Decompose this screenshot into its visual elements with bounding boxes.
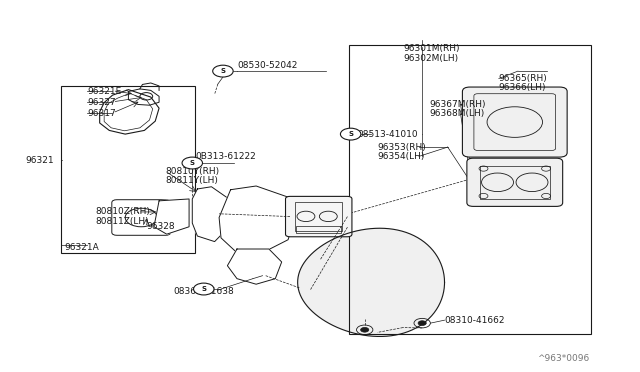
Circle shape	[193, 283, 214, 295]
FancyBboxPatch shape	[285, 196, 352, 237]
Polygon shape	[219, 186, 296, 253]
Circle shape	[212, 65, 233, 77]
Text: 96321E: 96321E	[87, 87, 121, 96]
Text: 08310-41662: 08310-41662	[445, 316, 505, 325]
Text: S: S	[190, 160, 195, 166]
Polygon shape	[227, 249, 282, 284]
Bar	[61, 86, 195, 253]
Text: S: S	[220, 68, 225, 74]
Text: 96317: 96317	[87, 109, 116, 118]
Circle shape	[182, 157, 202, 169]
Circle shape	[418, 321, 426, 326]
Text: 80810Z(RH): 80810Z(RH)	[95, 208, 150, 217]
Text: 96368M(LH): 96368M(LH)	[430, 109, 485, 118]
Polygon shape	[298, 228, 445, 337]
FancyBboxPatch shape	[463, 87, 567, 157]
Text: 96353(RH): 96353(RH)	[378, 142, 426, 151]
Text: 08513-41010: 08513-41010	[357, 129, 418, 139]
Text: 96367M(RH): 96367M(RH)	[430, 100, 486, 109]
Text: 96301M(RH): 96301M(RH)	[403, 44, 460, 53]
Text: 96366(LH): 96366(LH)	[499, 83, 547, 92]
Text: 08530-52042: 08530-52042	[237, 61, 298, 70]
Text: S: S	[201, 286, 206, 292]
Polygon shape	[192, 187, 227, 241]
FancyBboxPatch shape	[467, 158, 563, 206]
Polygon shape	[154, 199, 189, 234]
Bar	[295, 202, 342, 231]
Text: 80811Z(LH): 80811Z(LH)	[95, 217, 149, 226]
Circle shape	[340, 128, 361, 140]
Bar	[479, 166, 550, 199]
Text: 96321A: 96321A	[65, 243, 99, 251]
Circle shape	[360, 327, 369, 332]
Text: 96321: 96321	[25, 155, 54, 164]
Text: 80810Y(RH): 80810Y(RH)	[166, 167, 220, 176]
Text: 08363-61638: 08363-61638	[173, 287, 234, 296]
Text: ^963*0096: ^963*0096	[537, 354, 589, 363]
Text: 80811Y(LH): 80811Y(LH)	[166, 176, 218, 185]
Text: 0B313-61222: 0B313-61222	[195, 152, 256, 161]
Text: 96327: 96327	[87, 98, 116, 107]
Text: S: S	[348, 131, 353, 137]
Bar	[296, 226, 341, 233]
Text: 96328: 96328	[147, 222, 175, 231]
Text: 96354(LH): 96354(LH)	[378, 152, 425, 161]
Bar	[349, 45, 591, 334]
Text: 96302M(LH): 96302M(LH)	[403, 54, 458, 62]
Text: 96365(RH): 96365(RH)	[499, 74, 548, 83]
